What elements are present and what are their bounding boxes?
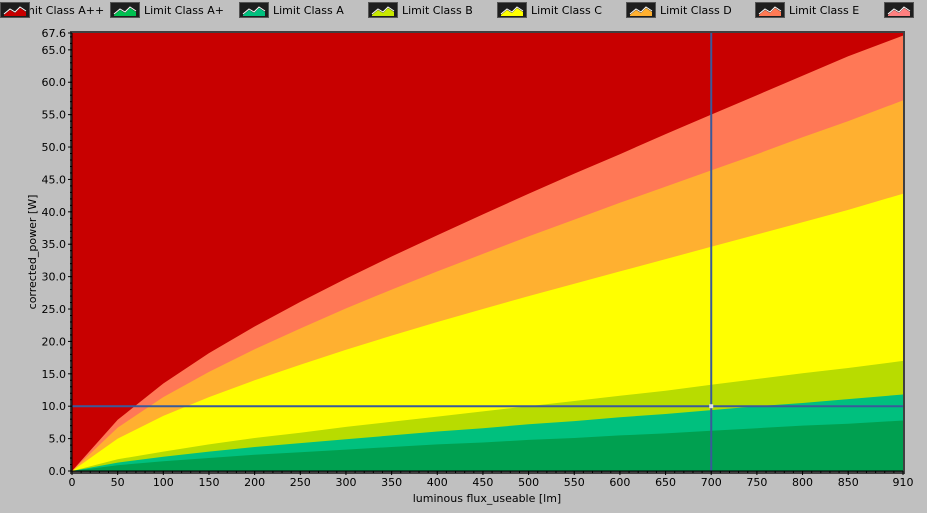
legend-swatch-fill — [114, 8, 136, 16]
y-tick-label: 65.0 — [42, 44, 67, 57]
x-tick-label: 650 — [655, 476, 676, 489]
x-tick-label: 550 — [564, 476, 585, 489]
legend-swatch-line — [629, 6, 653, 15]
legend-swatch-line — [3, 6, 27, 15]
cursor-handle[interactable] — [709, 404, 714, 409]
legend-label: Limit Class D — [660, 4, 732, 17]
x-tick-label: 250 — [290, 476, 311, 489]
y-tick-label: 40.0 — [42, 206, 67, 219]
y-tick-label: 30.0 — [42, 271, 67, 284]
legend-swatch-line — [371, 6, 395, 15]
area-limit-class-a- — [72, 420, 903, 471]
y-tick-label: 10.0 — [42, 400, 67, 413]
legend-swatch-fill — [372, 8, 394, 16]
legend-swatch-line — [500, 6, 524, 15]
y-tick-label: 60.0 — [42, 76, 67, 89]
x-tick-label: 150 — [198, 476, 219, 489]
x-tick-label: 0 — [69, 476, 76, 489]
legend-label: Limit Class B — [402, 4, 473, 17]
x-tick-label: 400 — [427, 476, 448, 489]
y-axis-title: corrected_power [W] — [26, 195, 39, 310]
y-tick-label: 45.0 — [42, 173, 67, 186]
legend-swatch[interactable] — [626, 2, 656, 18]
area-series-group — [72, 33, 903, 472]
legend-label: Limit Class C — [531, 4, 602, 17]
legend-swatch[interactable] — [0, 2, 30, 18]
x-tick-label: 350 — [381, 476, 402, 489]
x-tick-label: 500 — [518, 476, 539, 489]
y-tick-label: 50.0 — [42, 141, 67, 154]
legend-swatch[interactable] — [110, 2, 140, 18]
legend-swatch-fill — [759, 8, 781, 16]
cursor-group[interactable] — [72, 33, 903, 471]
legend-swatch-fill — [243, 8, 265, 16]
legend-swatch-fill — [501, 8, 523, 16]
x-tick-label: 100 — [153, 476, 174, 489]
y-tick-label: 67.6 — [42, 27, 67, 40]
x-tick-label: 700 — [701, 476, 722, 489]
x-axis: 0 50 100 150 200 250 300 350 400 450 500 550 600 650 7… — [69, 470, 914, 489]
y-axis: 0.0 5.0 10.0 15.0 20.0 25.0 30.0 35.0 40.0 45.0 50… — [42, 27, 73, 478]
x-tick-label: 800 — [792, 476, 813, 489]
legend-swatch[interactable] — [497, 2, 527, 18]
x-tick-label: 850 — [838, 476, 859, 489]
legend-swatch[interactable] — [755, 2, 785, 18]
legend-swatch[interactable] — [884, 2, 914, 18]
y-tick-label: 15.0 — [42, 368, 67, 381]
x-tick-label: 600 — [609, 476, 630, 489]
y-tick-label: 25.0 — [42, 303, 67, 316]
legend-swatch[interactable] — [368, 2, 398, 18]
chart-legend: Limit Class A++ Limit Class A+ Limit Class… — [0, 0, 927, 22]
y-tick-label: 35.0 — [42, 238, 67, 251]
legend-label: Limit Class A — [273, 4, 344, 17]
x-tick-label: 300 — [335, 476, 356, 489]
legend-label: Limit Class A+ — [144, 4, 224, 17]
x-tick-label: 750 — [746, 476, 767, 489]
x-tick-label: 910 — [893, 476, 914, 489]
y-tick-label: 5.0 — [49, 433, 67, 446]
x-tick-label: 200 — [244, 476, 265, 489]
x-tick-label: 450 — [472, 476, 493, 489]
x-axis-title: luminous flux_useable [lm] — [413, 492, 561, 505]
x-tick-label: 50 — [111, 476, 125, 489]
legend-label: Limit Class E — [789, 4, 860, 17]
y-tick-label: 20.0 — [42, 335, 67, 348]
y-tick-label: 55.0 — [42, 109, 67, 122]
legend-swatch-line — [113, 6, 137, 15]
legend-swatch-line — [242, 6, 266, 15]
legend-label: Limit Class A++ — [15, 4, 105, 17]
legend-swatch-fill — [630, 8, 652, 16]
legend-swatch-fill — [888, 8, 910, 16]
legend-swatch-line — [887, 6, 911, 15]
legend-swatch-line — [758, 6, 782, 15]
y-tick-label: 0.0 — [49, 465, 67, 478]
legend-swatch-fill — [4, 8, 26, 16]
legend-swatch[interactable] — [239, 2, 269, 18]
